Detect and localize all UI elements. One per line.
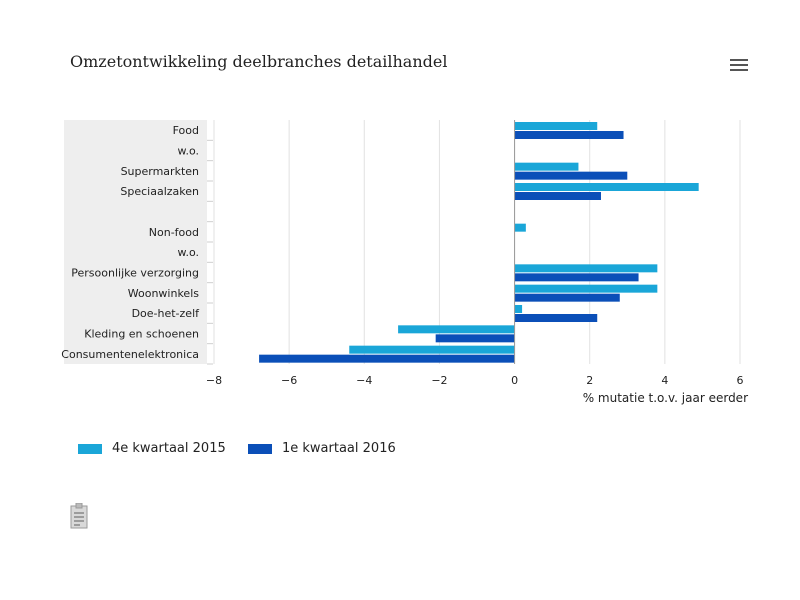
category-label: w.o. (177, 145, 199, 158)
category-label: Supermarkten (121, 165, 199, 178)
category-label: Persoonlijke verzorging (71, 267, 199, 280)
x-tick-label: 0 (511, 374, 518, 387)
bar (514, 305, 523, 313)
bar (514, 223, 526, 232)
x-tick-label: −2 (431, 374, 447, 387)
bar (349, 345, 515, 354)
bar (514, 171, 628, 180)
bar (514, 192, 601, 200)
x-tick-label: 6 (737, 374, 744, 387)
bar (514, 273, 639, 282)
legend-label: 4e kwartaal 2015 (112, 441, 226, 456)
category-label: Non-food (149, 226, 199, 239)
x-tick-label: −4 (356, 374, 372, 387)
document-icon[interactable] (70, 503, 88, 529)
legend-item-series1[interactable]: 4e kwartaal 2015 (78, 441, 226, 456)
x-tick-label: −8 (206, 374, 222, 387)
legend-swatch (248, 443, 272, 454)
bar (514, 183, 699, 191)
x-tick-label: −6 (281, 374, 297, 387)
x-tick-label: 4 (661, 374, 668, 387)
bar (514, 284, 658, 293)
category-label: Food (173, 124, 199, 137)
category-label: Consumentenelektronica (61, 348, 199, 361)
bar (514, 131, 624, 139)
bar (514, 122, 598, 130)
bar (514, 293, 620, 302)
legend-item-series2[interactable]: 1e kwartaal 2016 (248, 441, 396, 456)
bar (514, 314, 598, 322)
bar (398, 325, 515, 334)
x-tick-label: 2 (586, 374, 593, 387)
category-label: Doe-het-zelf (132, 307, 201, 320)
category-label: Kleding en schoenen (84, 328, 199, 341)
chart-title: Omzetontwikkeling deelbranches detailhan… (70, 52, 448, 71)
category-label: Woonwinkels (128, 287, 199, 300)
hamburger-menu-icon[interactable] (730, 59, 748, 75)
bar (514, 264, 658, 273)
bar (435, 334, 515, 343)
category-band (64, 120, 207, 364)
bar-chart: −8 −6 −4 −2 0 2 4 6 Food w.o. Supermarkten Speciaal… (61, 120, 748, 405)
menu-line (730, 69, 748, 71)
x-axis-label: % mutatie t.o.v. jaar eerder (583, 391, 748, 405)
menu-line (730, 64, 748, 66)
bar (514, 162, 579, 171)
category-label: Speciaalzaken (120, 185, 199, 198)
legend-swatch (78, 443, 102, 454)
legend-label: 1e kwartaal 2016 (282, 441, 396, 456)
category-label: w.o. (177, 246, 199, 259)
bar (259, 354, 515, 363)
menu-line (730, 59, 748, 61)
